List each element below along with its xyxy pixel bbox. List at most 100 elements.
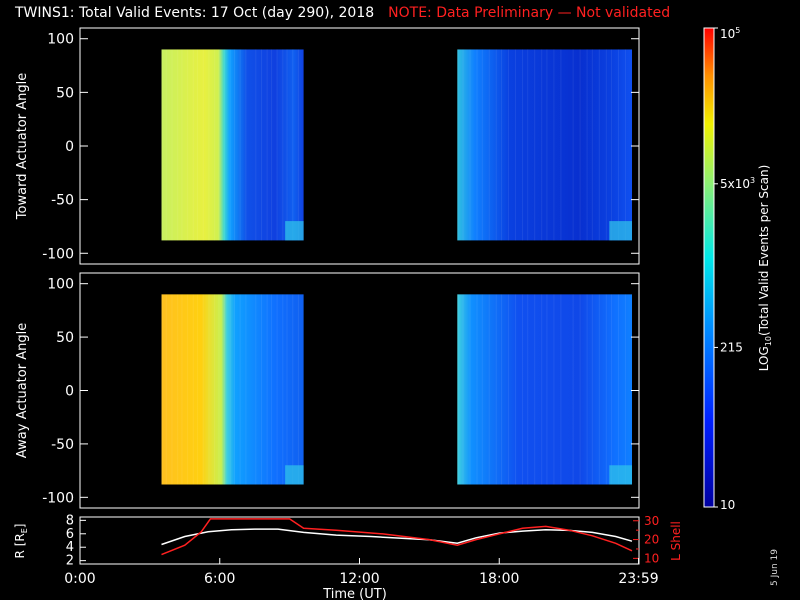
heatmap-striation — [598, 49, 600, 241]
heatmap-striation — [521, 49, 523, 241]
heatmap-striation — [495, 294, 497, 485]
heatmap-striation — [553, 49, 555, 241]
heatmap-striation — [560, 49, 562, 241]
heatmap-striation — [586, 49, 588, 241]
heatmap-striation — [488, 49, 490, 241]
y-tick-label: 100 — [47, 32, 74, 48]
heatmap-striation — [297, 294, 299, 485]
heatmap-striation — [282, 294, 284, 485]
heatmap-striation — [255, 49, 257, 241]
heatmap-striation — [572, 49, 574, 241]
heatmap-block — [457, 49, 633, 241]
heatmap-striation — [560, 294, 562, 485]
heatmap-striation — [527, 294, 529, 485]
heatmap-striation — [161, 294, 163, 485]
heatmap-striation — [462, 294, 464, 485]
heatmap-striation — [233, 294, 235, 485]
heatmap-striation — [286, 294, 288, 485]
y-tick-label: 0 — [65, 139, 74, 155]
heatmap-striation — [224, 49, 226, 241]
lshell-series-line — [161, 518, 633, 556]
heatmap-striation — [245, 294, 247, 485]
y-tick-label: 0 — [65, 384, 74, 400]
lshell-tick-label: 30 — [644, 514, 659, 528]
x-tick-label: 18:00 — [479, 571, 519, 587]
heatmap-striation — [553, 294, 555, 485]
heatmap-striation — [214, 49, 216, 241]
heatmap-striation — [457, 49, 459, 241]
heatmap-striation — [161, 49, 163, 241]
y-tick-label: 50 — [56, 85, 74, 101]
heatmap-corner — [609, 465, 633, 485]
r-series-line — [161, 528, 633, 546]
heatmap-striation — [292, 49, 294, 241]
heatmap-striation — [476, 49, 478, 241]
heatmap-striation — [514, 294, 516, 485]
heatmap-striation — [282, 49, 284, 241]
heatmap-striation — [534, 49, 536, 241]
heatmap-striation — [618, 49, 620, 241]
heatmap-striation — [202, 49, 204, 241]
heatmap-striation — [527, 49, 529, 241]
title-main: TWINS1: Total Valid Events: 17 Oct (day … — [15, 5, 375, 21]
y-tick-label: -100 — [42, 246, 74, 262]
heatmap-striation — [260, 294, 262, 485]
heatmap-striation — [546, 294, 548, 485]
heatmap-striation — [292, 294, 294, 485]
r-tick-label: 6 — [66, 527, 74, 542]
chart-title: TWINS1: Total Valid Events: 17 Oct (day … — [15, 5, 670, 21]
heatmap-striation — [233, 49, 235, 241]
heatmap-corner — [285, 221, 304, 241]
x-tick-label: 0:00 — [64, 571, 95, 587]
heatmap-striation — [171, 49, 173, 241]
colorbar-tick-label: 215 — [720, 340, 743, 354]
lshell-tick-label: 20 — [644, 533, 659, 547]
heatmap-striation — [218, 49, 220, 241]
heatmap-striation — [187, 49, 189, 241]
heatmap-striation — [192, 294, 194, 485]
lshell-tick-label: 10 — [644, 551, 659, 565]
heatmap-block — [161, 294, 304, 485]
heatmap-striation — [579, 294, 581, 485]
heatmap-striation — [218, 294, 220, 485]
heatmap-striation — [611, 49, 613, 241]
heatmap-striation — [197, 49, 199, 241]
heatmap-striation — [208, 49, 210, 241]
heatmap-striation — [239, 294, 241, 485]
heatmap-striation — [192, 49, 194, 241]
x-tick-label: 23:59 — [618, 571, 658, 587]
heatmap-striation — [469, 49, 471, 241]
y-tick-label: -50 — [51, 193, 74, 209]
heatmap-striation — [586, 294, 588, 485]
y-tick-label: 100 — [47, 277, 74, 293]
orbit-panel-frame — [79, 516, 640, 565]
heatmap-corner — [285, 465, 304, 485]
heatmap-striation — [197, 294, 199, 485]
heatmap-striation — [229, 49, 231, 241]
heatmap-striation — [270, 294, 272, 485]
y-tick-label: -50 — [51, 437, 74, 453]
colorbar — [703, 27, 715, 508]
heatmap-striation — [469, 294, 471, 485]
heatmap-striation — [260, 49, 262, 241]
heatmap-striation — [605, 294, 607, 485]
heatmap-striation — [625, 294, 627, 485]
title-note: NOTE: Data Preliminary — Not validated — [388, 5, 671, 21]
heatmap-striation — [187, 294, 189, 485]
heatmap-striation — [177, 294, 179, 485]
heatmap-striation — [177, 49, 179, 241]
x-axis-label: Time (UT) — [322, 587, 387, 600]
y-tick-label: 50 — [56, 330, 74, 346]
heatmap-striation — [611, 294, 613, 485]
heatmap-striation — [255, 294, 257, 485]
r-tick-label: 4 — [66, 540, 74, 555]
heatmap-striation — [507, 294, 509, 485]
heatmap-striation — [500, 49, 502, 241]
heatmap-striation — [572, 294, 574, 485]
heatmap-striation — [165, 294, 167, 485]
heatmap-striation — [591, 49, 593, 241]
heatmap-striation — [171, 294, 173, 485]
heatmap-striation — [521, 294, 523, 485]
heatmap-striation — [202, 294, 204, 485]
heatmap-striation — [546, 49, 548, 241]
